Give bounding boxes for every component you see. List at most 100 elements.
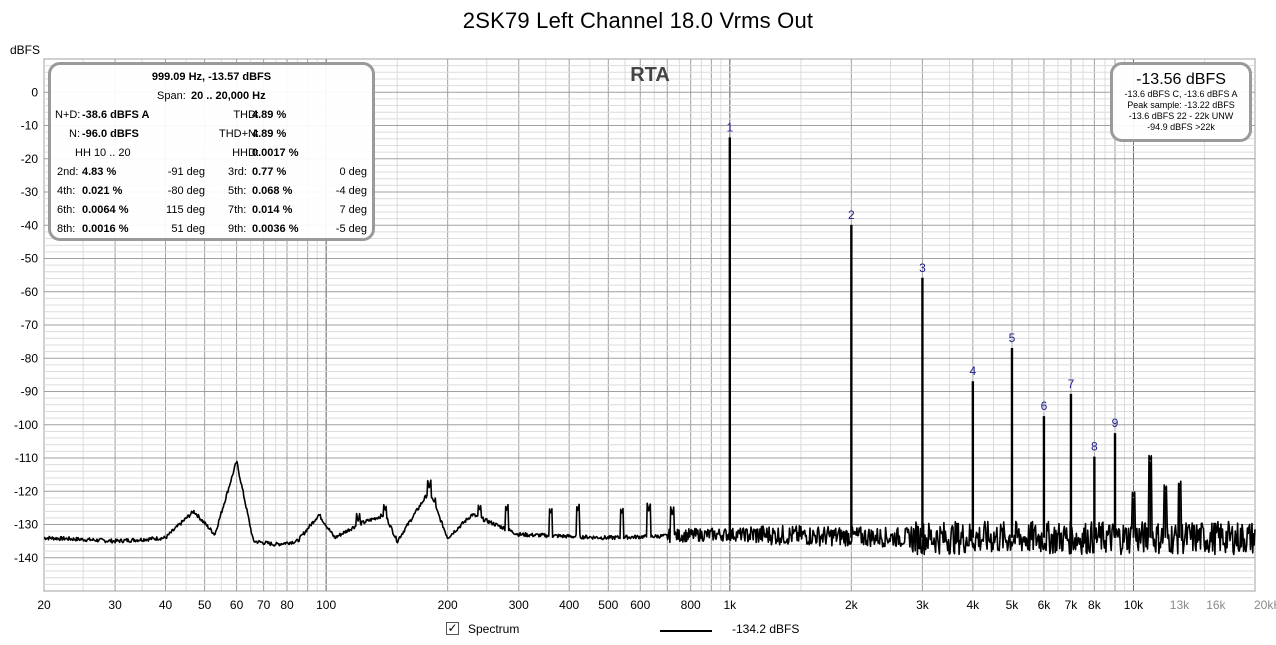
thd-value: 4.89 % — [252, 109, 287, 121]
harmonic-percent: 0.014 % — [252, 204, 293, 216]
harmonic-row: 6th: 0.0064 % 115 deg 7th: 0.014 % 7 deg — [51, 201, 372, 220]
harmonic-label-4: 4 — [970, 364, 977, 378]
x-tick-label: 20kHz — [1254, 598, 1276, 612]
harmonic-phase: 7 deg — [339, 204, 367, 216]
x-tick-label: 13k — [1170, 598, 1190, 612]
x-tick-label: 300 — [509, 598, 529, 612]
y-tick-label: -100 — [14, 418, 38, 432]
y-tick-label: -60 — [21, 285, 39, 299]
x-tick-label: 70 — [257, 598, 271, 612]
nd-label: N+D: — [55, 109, 81, 121]
harmonic-label-6: 6 — [1041, 399, 1048, 413]
x-tick-label: 20 — [37, 598, 51, 612]
harmonic-label-3: 3 — [919, 261, 926, 275]
spectrum-checkbox-label[interactable]: Spectrum — [468, 622, 520, 636]
thd-label: THD: — [233, 109, 259, 121]
x-tick-label: 1k — [723, 598, 737, 612]
harmonic-label-9: 9 — [1112, 416, 1119, 430]
n-label: N: — [69, 128, 80, 140]
y-tick-label: -130 — [14, 518, 38, 532]
y-tick-label: -10 — [21, 119, 39, 133]
x-tick-label: 16k — [1206, 598, 1226, 612]
harmonic-order: 9th: — [228, 223, 247, 235]
harmonic-order: 4th: — [57, 185, 76, 197]
harmonic-order: 3rd: — [228, 166, 247, 178]
harmonic-order: 5th: — [228, 185, 247, 197]
level-line: -94.9 dBFS >22k — [1147, 122, 1215, 132]
harmonic-percent: 0.0016 % — [82, 223, 129, 235]
x-tick-label: 60 — [230, 598, 244, 612]
span-value: 20 .. 20,000 Hz — [191, 90, 266, 102]
harmonic-percent: 0.77 % — [252, 166, 287, 178]
harmonic-order: 2nd: — [57, 166, 79, 178]
hhd-label: HHD: — [232, 147, 259, 159]
y-tick-label: -30 — [21, 185, 39, 199]
rta-label: RTA — [630, 64, 670, 86]
hh-label: HH 10 .. 20 — [75, 147, 131, 159]
spectrum-trace — [43, 137, 1256, 556]
x-tick-label: 30 — [108, 598, 122, 612]
harmonic-phase: 0 deg — [339, 166, 367, 178]
y-tick-label: 0 — [31, 85, 38, 99]
harmonic-phase: -5 deg — [335, 223, 367, 235]
y-tick-label: -110 — [15, 451, 38, 465]
harmonic-percent: 0.021 % — [82, 185, 123, 197]
harmonic-label-5: 5 — [1009, 331, 1016, 345]
span-label: Span: — [157, 90, 186, 102]
y-tick-label: -80 — [21, 351, 39, 365]
harmonic-label-1: 1 — [726, 120, 733, 134]
x-tick-label: 5k — [1006, 598, 1020, 612]
legend-series-value: -134.2 dBFS — [732, 622, 800, 636]
x-tick-label: 4k — [967, 598, 981, 612]
x-tick-label: 2k — [845, 598, 859, 612]
x-tick-label: 8k — [1088, 598, 1102, 612]
harmonic-order: 8th: — [57, 223, 76, 235]
distortion-info-panel[interactable]: 999.09 Hz, -13.57 dBFS Span: 20 .. 20,00… — [48, 62, 375, 241]
chart-title: 2SK79 Left Channel 18.0 Vrms Out — [462, 8, 814, 33]
x-tick-label: 400 — [559, 598, 579, 612]
nd-value: -38.6 dBFS A — [82, 109, 150, 121]
x-tick-label: 800 — [681, 598, 701, 612]
y-tick-label: -140 — [14, 551, 38, 565]
harmonic-label-8: 8 — [1091, 440, 1098, 454]
n-value: -96.0 dBFS — [82, 128, 139, 140]
harmonic-label-2: 2 — [848, 208, 855, 222]
x-tick-label: 40 — [159, 598, 173, 612]
y-tick-label: -50 — [21, 252, 39, 266]
x-tick-label: 600 — [630, 598, 650, 612]
harmonic-order: 7th: — [228, 204, 247, 216]
spectrum-checkbox[interactable]: ✓ — [446, 621, 459, 635]
harmonic-label-7: 7 — [1068, 377, 1075, 391]
y-tick-label: -40 — [21, 218, 39, 232]
harmonic-labels: 1 2 3 4 5 6 7 89 — [726, 120, 1118, 453]
y-tick-label: -20 — [21, 152, 39, 166]
x-tick-label: 10k — [1124, 598, 1144, 612]
harmonic-phase: 115 deg — [166, 204, 205, 216]
harmonic-phase: -4 deg — [335, 185, 367, 197]
harmonic-percent: 0.068 % — [252, 185, 293, 197]
harmonic-phase: -91 deg — [167, 166, 205, 178]
harmonic-order: 6th: — [57, 204, 76, 216]
x-tick-label: 500 — [598, 598, 618, 612]
y-tick-label: -120 — [14, 484, 38, 498]
x-tick-label: 7k — [1065, 598, 1079, 612]
level-line: Peak sample: -13.22 dBFS — [1127, 100, 1235, 110]
level-line: -13.6 dBFS 22 - 22k UNW — [1128, 111, 1234, 121]
x-tick-label: 3k — [916, 598, 930, 612]
harmonic-percent: 4.83 % — [82, 166, 117, 178]
harmonic-row: 8th: 0.0016 % 51 deg 9th: 0.0036 % -5 de… — [51, 220, 372, 239]
x-tick-label: 200 — [438, 598, 458, 612]
harmonic-row: 2nd: 4.83 % -91 deg 3rd: 0.77 % 0 deg — [51, 163, 372, 182]
x-tick-label: 100 — [316, 598, 336, 612]
harmonic-percent: 0.0064 % — [82, 204, 129, 216]
thdn-label: THD+N: — [218, 128, 259, 140]
harmonic-row: 4th: 0.021 % -80 deg 5th: 0.068 % -4 deg — [51, 182, 372, 201]
harmonic-percent: 0.0036 % — [252, 223, 299, 235]
y-tick-label: -70 — [21, 318, 39, 332]
level-line: -13.6 dBFS C, -13.6 dBFS A — [1124, 89, 1238, 99]
x-tick-label: 80 — [280, 598, 294, 612]
level-main-value: -13.56 dBFS — [1136, 71, 1226, 88]
level-meter-panel[interactable]: -13.56 dBFS -13.6 dBFS C, -13.6 dBFS A P… — [1110, 62, 1252, 142]
x-tick-label: 50 — [198, 598, 212, 612]
